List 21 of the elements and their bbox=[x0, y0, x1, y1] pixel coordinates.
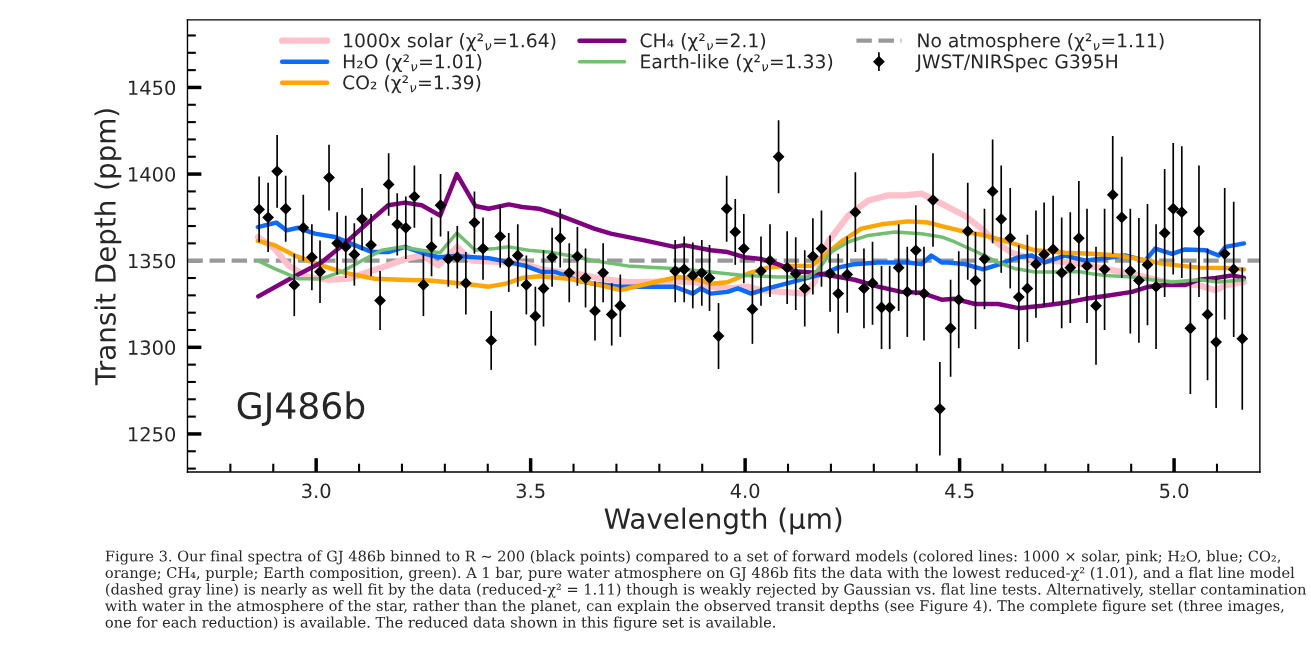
y-tick-label: 1300 bbox=[129, 340, 176, 355]
legend-label: H₂O (χ²$_{ν}$=1.01) bbox=[343, 54, 482, 73]
legend-label: Earth-like (χ²$_{ν}$=1.33) bbox=[641, 54, 833, 73]
legend-label: JWST/NIRSpec G395H bbox=[915, 54, 1117, 73]
y-tick-label: 1350 bbox=[129, 253, 176, 269]
y-tick-label: 1450 bbox=[129, 80, 176, 96]
legend-label: No atmosphere (χ²$_{ν}$=1.11) bbox=[918, 33, 1164, 52]
caption: Figure 3. Our final spectra of GJ 486b binned to R ∼ 200 (black points) compared to a set of forward models (colored lines: 1000 × solar, pink; H₂O, blue; CO₂, orange; CH₄, purple; Earth composition, green). A 1 bar, pure water atmosphere on GJ 486b fits the data with the lowest reduced-χ² (1.01), and a flat line model (dashed gray line) is nearly as well fit by the data (reduced-χ² = 1.11) though is weakly rejected by Gaussian vs. flat line tests. Alternatively, stellar contamination with water in the atmosphere of the star, rather than the planet, can explain the observed transit depths (see Figure 4). The complete figure set (three images, one for each reduction) is available. The reduced data shown in this figure set is available. bbox=[105, 550, 1307, 631]
legend-label: 1000x solar (χ²$_{ν}$=1.64) bbox=[344, 33, 556, 52]
y-tick-label: 1250 bbox=[129, 426, 176, 442]
x-tick-label: 5.0 bbox=[1160, 483, 1189, 499]
annotation: GJ486b bbox=[237, 391, 365, 426]
x-tick-label: 4.5 bbox=[945, 483, 974, 499]
legend-label: CH₄ (χ²$_{ν}$=2.1) bbox=[640, 33, 766, 52]
x-axis-title: Wavelength (μm) bbox=[604, 507, 842, 535]
x-tick-label: 4.0 bbox=[730, 483, 760, 499]
legend-label: CO₂ (χ²$_{ν}$=1.39) bbox=[343, 75, 481, 94]
x-tick-label: 3.5 bbox=[516, 483, 545, 499]
y-tick-label: 1400 bbox=[129, 167, 176, 182]
x-tick-label: 3.0 bbox=[302, 483, 331, 499]
y-axis-title: Transit Depth (ppm) bbox=[94, 109, 122, 386]
